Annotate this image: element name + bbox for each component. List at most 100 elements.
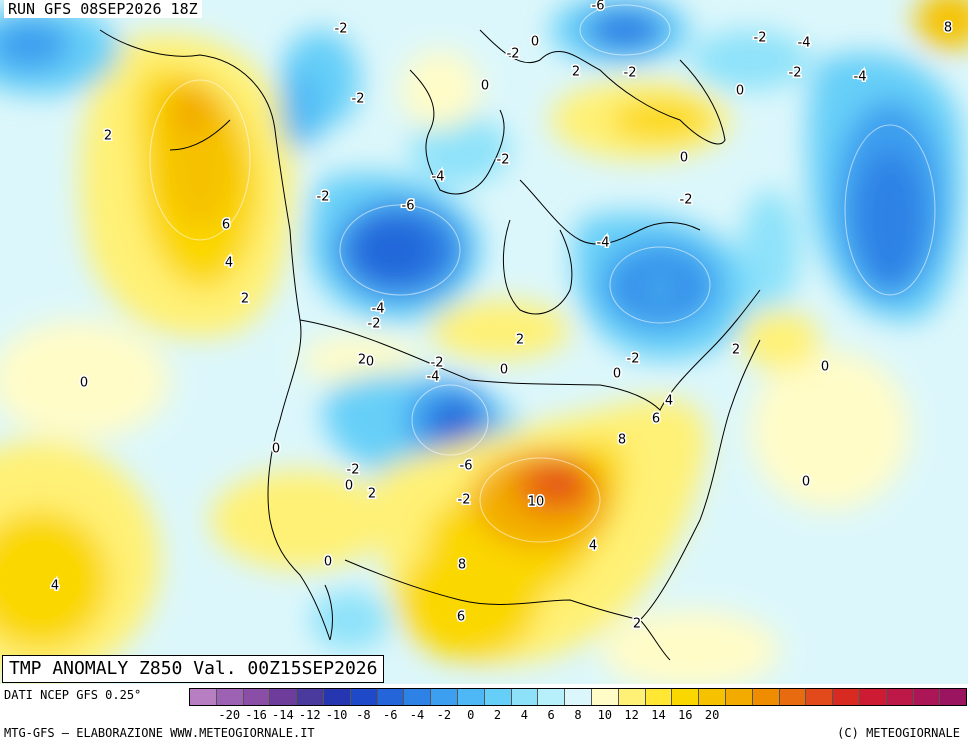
color-swatch (591, 689, 619, 705)
color-swatch (350, 689, 378, 705)
color-swatch (618, 689, 646, 705)
contour-label: 0 (481, 79, 489, 94)
color-swatch (833, 689, 860, 705)
color-swatch (270, 689, 298, 705)
contour-label: 2 (368, 487, 376, 502)
color-swatch (806, 689, 834, 705)
color-swatch (377, 689, 405, 705)
color-swatch (216, 689, 244, 705)
coastlines (99, 29, 761, 661)
contour-label: 4 (589, 539, 597, 554)
contour-label: 0 (802, 475, 810, 490)
contour-label: 4 (665, 394, 673, 409)
contour-label: 0 (80, 376, 88, 391)
contour-label: -2 (624, 66, 637, 81)
contour-label: -2 (335, 22, 348, 37)
contour-label: 0 (613, 367, 621, 382)
contour-label: -6 (592, 0, 605, 14)
run-label: RUN GFS 08SEP2026 18Z (4, 0, 202, 18)
color-swatch (913, 689, 941, 705)
contour-label: -2 (431, 356, 444, 371)
contour-label: 0 (272, 442, 280, 457)
contour-label: 2 (516, 333, 524, 348)
contour-label: -4 (432, 170, 445, 185)
contour-label: -2 (627, 352, 640, 367)
credit-left: MTG-GFS – ELABORAZIONE WWW.METEOGIORNALE… (4, 726, 315, 740)
contour-label: -4 (854, 70, 867, 85)
contour-label: 8 (944, 21, 952, 36)
color-swatch (297, 689, 324, 705)
contour-label: 8 (618, 433, 626, 448)
color-swatch (725, 689, 753, 705)
color-swatch (511, 689, 539, 705)
color-scale-tick-label: 2 (493, 708, 502, 722)
data-source-label: DATI NCEP GFS 0.25° (4, 688, 142, 702)
contour-label: -2 (352, 92, 365, 107)
contour-label: 2 (572, 65, 580, 80)
color-scale-tick-label: -2 (436, 708, 452, 722)
color-swatch (699, 689, 726, 705)
contour-label: 0 (821, 360, 829, 375)
color-swatch (886, 689, 914, 705)
color-scale-tick-label: -16 (245, 708, 267, 722)
color-scale-tick-label: 20 (704, 708, 720, 722)
color-scale-ticks: -20 -16 -14 -12 -10 -8 -6 -4 -2 0 2 4 6 8 10 12 14 16 20 (189, 708, 967, 724)
contour-label: 2 (104, 129, 112, 144)
contour-labels: -2-680-2-2 -42 -2 -2 -402-20-2-40-6-2642-4-4… (49, 0, 953, 633)
color-scale-tick-label: -8 (356, 708, 371, 722)
contour-label: 0 (680, 151, 688, 166)
temperature-anomaly-map: -2-680-2-2 -42 -2 -2 -402-20-2-40-6-2642-4-4… (0, 0, 968, 684)
color-swatch (538, 689, 566, 705)
contour-label: -2 (317, 190, 330, 205)
color-scale-tick-label: 14 (651, 708, 666, 722)
contour-label: -6 (402, 199, 415, 214)
color-swatch (940, 689, 967, 705)
color-scale-tick-label: 6 (547, 708, 555, 722)
contour-label: 2 (633, 617, 641, 632)
contour-label: 8 (458, 558, 466, 573)
contour-label: 4 (225, 256, 233, 271)
color-swatch (672, 689, 700, 705)
color-swatch (457, 689, 485, 705)
color-swatch (859, 689, 887, 705)
contour-label: 10 (528, 495, 545, 510)
contour-label: 0 (736, 84, 744, 99)
contour-label: -2 (368, 317, 381, 332)
color-swatch (404, 689, 432, 705)
contour-label: 0 (345, 479, 353, 494)
color-scale-tick-label: 8 (574, 708, 582, 722)
color-scale-tick-label: 16 (678, 708, 693, 722)
color-scale-tick-label: -6 (382, 708, 398, 722)
contour-label: 2 (241, 292, 249, 307)
contour-label: -2 (497, 153, 510, 168)
contour-label: -2 (680, 193, 693, 208)
color-swatch (431, 689, 458, 705)
credit-right: (C) METEOGIORNALE (837, 726, 960, 740)
color-swatch (190, 689, 217, 705)
color-swatch (645, 689, 673, 705)
color-swatch (779, 689, 807, 705)
color-swatch (565, 689, 592, 705)
color-scale-tick-label: -4 (409, 708, 425, 722)
contour-label: -2 (754, 31, 767, 46)
color-swatch (484, 689, 512, 705)
contour-label: 0 (500, 363, 508, 378)
legend-area: DATI NCEP GFS 0.25° -20 -16 -14 -12 -10 -8 -6-… (0, 684, 968, 745)
contour-lines (149, 4, 936, 543)
contour-label: 0 (324, 555, 332, 570)
color-swatch (752, 689, 780, 705)
contour-label: -6 (460, 459, 473, 474)
contour-label: -2 (789, 66, 802, 81)
contour-label: -2 (347, 463, 360, 478)
contour-label: 4 (51, 579, 59, 594)
color-scale-tick-label: -10 (325, 708, 348, 722)
contour-label: 0 (366, 355, 374, 370)
contour-label: -4 (372, 302, 385, 317)
contour-label: 6 (652, 412, 660, 427)
color-scale-tick-label: 10 (597, 708, 613, 722)
color-swatch (323, 689, 351, 705)
contour-label: 6 (457, 610, 465, 625)
color-scale-tick-label: -12 (298, 708, 321, 722)
map-title: TMP ANOMALY Z850 Val. 00Z15SEP2026 (2, 655, 385, 683)
